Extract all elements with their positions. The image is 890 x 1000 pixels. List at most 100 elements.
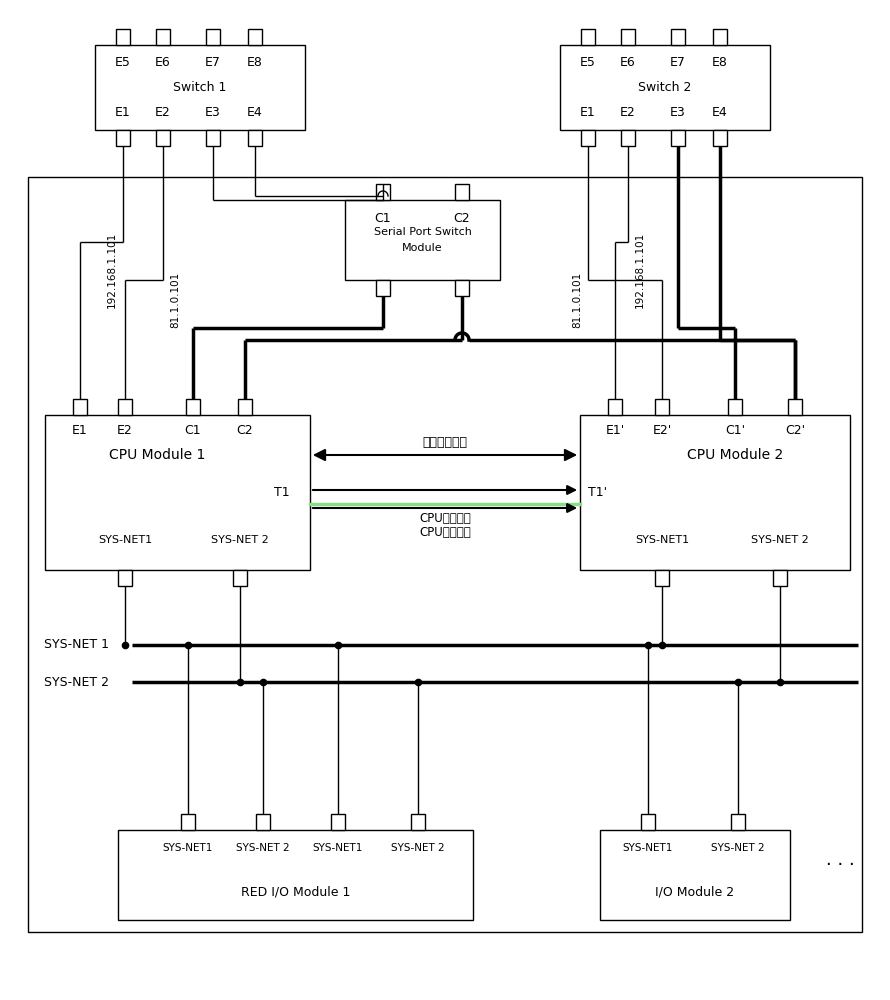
FancyBboxPatch shape bbox=[671, 29, 685, 45]
FancyBboxPatch shape bbox=[580, 415, 850, 570]
FancyBboxPatch shape bbox=[206, 130, 220, 146]
FancyBboxPatch shape bbox=[621, 29, 635, 45]
FancyBboxPatch shape bbox=[728, 399, 742, 415]
FancyBboxPatch shape bbox=[713, 29, 727, 45]
Text: CPU Module 1: CPU Module 1 bbox=[109, 448, 206, 462]
Text: SYS-NET 2: SYS-NET 2 bbox=[211, 535, 269, 545]
Text: E1: E1 bbox=[115, 105, 131, 118]
Text: Module: Module bbox=[402, 243, 443, 253]
FancyBboxPatch shape bbox=[186, 399, 200, 415]
FancyBboxPatch shape bbox=[608, 399, 622, 415]
Text: C2: C2 bbox=[237, 424, 254, 438]
Text: E1: E1 bbox=[580, 105, 596, 118]
Text: 81.1.0.101: 81.1.0.101 bbox=[170, 272, 180, 328]
FancyBboxPatch shape bbox=[581, 29, 595, 45]
Text: C1: C1 bbox=[185, 424, 201, 438]
FancyBboxPatch shape bbox=[376, 184, 390, 200]
FancyBboxPatch shape bbox=[331, 814, 345, 830]
Text: · · ·: · · · bbox=[826, 856, 854, 874]
FancyBboxPatch shape bbox=[116, 29, 130, 45]
FancyBboxPatch shape bbox=[248, 130, 262, 146]
Text: SYS-NET 2: SYS-NET 2 bbox=[711, 843, 765, 853]
FancyBboxPatch shape bbox=[206, 29, 220, 45]
FancyBboxPatch shape bbox=[345, 200, 500, 280]
Text: E4: E4 bbox=[712, 105, 728, 118]
FancyBboxPatch shape bbox=[713, 130, 727, 146]
FancyBboxPatch shape bbox=[581, 130, 595, 146]
Text: SYS-NET 2: SYS-NET 2 bbox=[392, 843, 445, 853]
Text: SYS-NET 1: SYS-NET 1 bbox=[44, 639, 109, 652]
FancyBboxPatch shape bbox=[73, 399, 87, 415]
Text: E6: E6 bbox=[620, 56, 635, 70]
Text: E5: E5 bbox=[580, 56, 596, 70]
Text: 81.1.0.101: 81.1.0.101 bbox=[572, 272, 582, 328]
FancyBboxPatch shape bbox=[45, 415, 310, 570]
FancyBboxPatch shape bbox=[238, 399, 252, 415]
Text: E7: E7 bbox=[205, 56, 221, 70]
FancyBboxPatch shape bbox=[655, 399, 669, 415]
FancyBboxPatch shape bbox=[156, 29, 170, 45]
Text: RED I/O Module 1: RED I/O Module 1 bbox=[241, 886, 350, 898]
FancyBboxPatch shape bbox=[788, 399, 802, 415]
Text: SYS-NET1: SYS-NET1 bbox=[623, 843, 673, 853]
FancyBboxPatch shape bbox=[118, 570, 132, 586]
Text: E2: E2 bbox=[155, 105, 171, 118]
FancyBboxPatch shape bbox=[773, 570, 787, 586]
FancyBboxPatch shape bbox=[731, 814, 745, 830]
FancyBboxPatch shape bbox=[641, 814, 655, 830]
FancyBboxPatch shape bbox=[156, 130, 170, 146]
FancyBboxPatch shape bbox=[600, 830, 790, 920]
Text: E1': E1' bbox=[605, 424, 625, 438]
FancyBboxPatch shape bbox=[233, 570, 247, 586]
Text: SYS-NET1: SYS-NET1 bbox=[163, 843, 214, 853]
Text: SYS-NET 2: SYS-NET 2 bbox=[236, 843, 290, 853]
Text: E2': E2' bbox=[652, 424, 672, 438]
FancyBboxPatch shape bbox=[621, 130, 635, 146]
Text: E6: E6 bbox=[155, 56, 171, 70]
FancyBboxPatch shape bbox=[655, 570, 669, 586]
Text: SYS-NET 2: SYS-NET 2 bbox=[44, 676, 109, 688]
FancyBboxPatch shape bbox=[181, 814, 195, 830]
Text: CPU状态信号: CPU状态信号 bbox=[419, 526, 471, 538]
Text: E3: E3 bbox=[670, 105, 686, 118]
Text: CPU Module 2: CPU Module 2 bbox=[687, 448, 783, 462]
FancyBboxPatch shape bbox=[95, 45, 305, 130]
FancyBboxPatch shape bbox=[455, 184, 469, 200]
FancyBboxPatch shape bbox=[248, 29, 262, 45]
Text: 192.168.1.101: 192.168.1.101 bbox=[635, 232, 645, 308]
Text: E2: E2 bbox=[117, 424, 133, 438]
FancyBboxPatch shape bbox=[28, 177, 862, 932]
FancyBboxPatch shape bbox=[560, 45, 770, 130]
Text: SYS-NET1: SYS-NET1 bbox=[98, 535, 152, 545]
FancyBboxPatch shape bbox=[116, 130, 130, 146]
Text: E5: E5 bbox=[115, 56, 131, 70]
FancyBboxPatch shape bbox=[118, 399, 132, 415]
FancyBboxPatch shape bbox=[455, 280, 469, 296]
Text: T1: T1 bbox=[274, 486, 290, 499]
FancyBboxPatch shape bbox=[376, 280, 390, 296]
Text: SYS-NET 2: SYS-NET 2 bbox=[751, 535, 809, 545]
FancyBboxPatch shape bbox=[256, 814, 270, 830]
Text: C1: C1 bbox=[375, 212, 392, 225]
FancyBboxPatch shape bbox=[411, 814, 425, 830]
Text: T1': T1' bbox=[588, 486, 608, 499]
Text: SYS-NET1: SYS-NET1 bbox=[635, 535, 689, 545]
Text: E8: E8 bbox=[247, 56, 263, 70]
Text: E1: E1 bbox=[72, 424, 88, 438]
FancyBboxPatch shape bbox=[671, 130, 685, 146]
Text: CPU心跳信号: CPU心跳信号 bbox=[419, 512, 471, 524]
Text: C1': C1' bbox=[725, 424, 745, 438]
Text: 192.168.1.101: 192.168.1.101 bbox=[107, 232, 117, 308]
Text: I/O Module 2: I/O Module 2 bbox=[655, 886, 734, 898]
Text: 冗余数据同步: 冗余数据同步 bbox=[423, 436, 467, 450]
Text: E2: E2 bbox=[620, 105, 635, 118]
FancyBboxPatch shape bbox=[118, 830, 473, 920]
Text: Switch 1: Switch 1 bbox=[174, 81, 227, 94]
Text: C2': C2' bbox=[785, 424, 805, 438]
Text: SYS-NET1: SYS-NET1 bbox=[312, 843, 363, 853]
Text: Switch 2: Switch 2 bbox=[638, 81, 692, 94]
Text: Serial Port Switch: Serial Port Switch bbox=[374, 227, 472, 237]
Text: E4: E4 bbox=[247, 105, 263, 118]
Text: E8: E8 bbox=[712, 56, 728, 70]
Text: E3: E3 bbox=[205, 105, 221, 118]
